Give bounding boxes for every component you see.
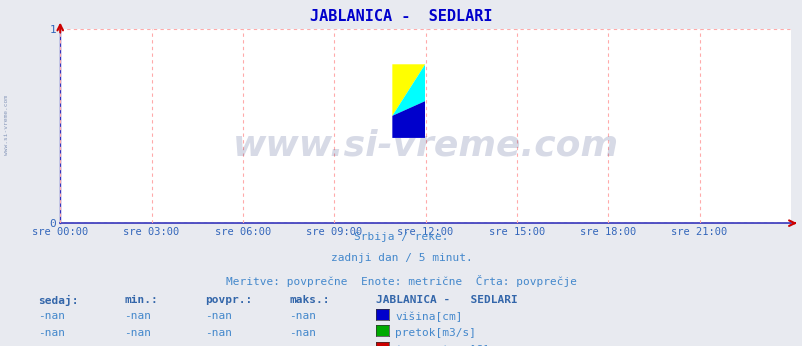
Text: višina[cm]: višina[cm] — [395, 311, 462, 322]
Text: pretok[m3/s]: pretok[m3/s] — [395, 328, 476, 338]
Text: -nan: -nan — [289, 345, 316, 346]
Text: -nan: -nan — [124, 328, 152, 338]
Text: povpr.:: povpr.: — [205, 295, 252, 305]
Text: zadnji dan / 5 minut.: zadnji dan / 5 minut. — [330, 253, 472, 263]
Text: www.si-vreme.com: www.si-vreme.com — [233, 129, 618, 163]
Polygon shape — [392, 64, 425, 116]
Text: Meritve: povprečne  Enote: metrične  Črta: povprečje: Meritve: povprečne Enote: metrične Črta:… — [225, 275, 577, 287]
Text: -nan: -nan — [124, 311, 152, 321]
Text: -nan: -nan — [124, 345, 152, 346]
Text: -nan: -nan — [205, 328, 232, 338]
Text: -nan: -nan — [205, 311, 232, 321]
Text: www.si-vreme.com: www.si-vreme.com — [4, 94, 9, 155]
Text: temperatura[C]: temperatura[C] — [395, 345, 489, 346]
Text: -nan: -nan — [38, 328, 66, 338]
Polygon shape — [392, 64, 425, 116]
Text: -nan: -nan — [205, 345, 232, 346]
Text: -nan: -nan — [289, 328, 316, 338]
Text: JABLANICA -   SEDLARI: JABLANICA - SEDLARI — [375, 295, 517, 305]
Text: maks.:: maks.: — [289, 295, 329, 305]
Text: -nan: -nan — [289, 311, 316, 321]
Polygon shape — [392, 101, 425, 138]
Text: Srbija / reke.: Srbija / reke. — [354, 232, 448, 242]
Text: -nan: -nan — [38, 311, 66, 321]
Text: sedaj:: sedaj: — [38, 295, 79, 306]
Text: -nan: -nan — [38, 345, 66, 346]
Text: JABLANICA -  SEDLARI: JABLANICA - SEDLARI — [310, 9, 492, 24]
Text: min.:: min.: — [124, 295, 158, 305]
